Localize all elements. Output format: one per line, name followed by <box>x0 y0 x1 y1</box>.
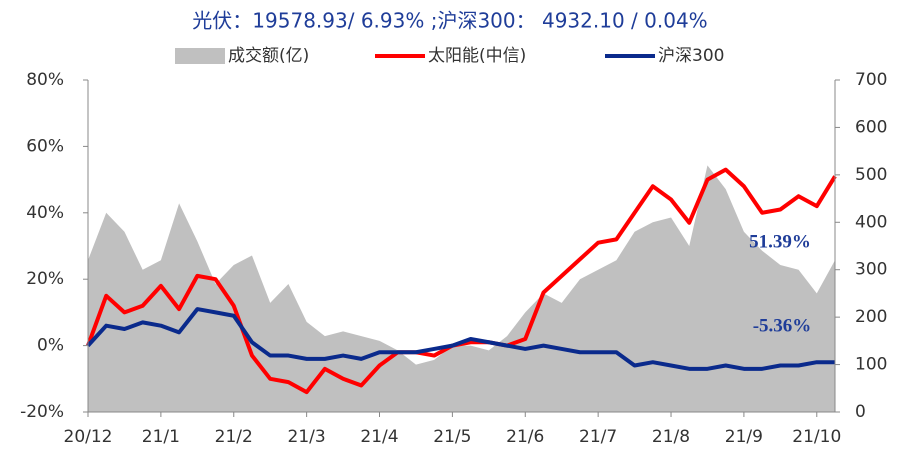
annotation: 51.39% <box>749 231 811 252</box>
y2-tick-label: 200 <box>855 307 887 327</box>
y2-tick-label: 100 <box>855 355 887 375</box>
y2-tick-label: 0 <box>855 402 866 422</box>
x-tick-label: 21/5 <box>433 427 471 447</box>
x-tick-label: 20/12 <box>64 427 113 447</box>
y-tick-label: 20% <box>26 269 64 289</box>
y2-tick-label: 600 <box>855 117 887 137</box>
annotation: -5.36% <box>753 315 812 336</box>
x-tick-label: 21/10 <box>792 427 841 447</box>
chart-title: 光伏：19578.93/ 6.93% ;沪深300： 4932.10 / 0.0… <box>192 9 707 33</box>
x-tick-label: 21/1 <box>142 427 180 447</box>
y-tick-label: 60% <box>26 136 64 156</box>
x-tick-label: 21/8 <box>652 427 690 447</box>
y2-tick-label: 500 <box>855 165 887 185</box>
x-tick-label: 21/9 <box>725 427 763 447</box>
x-tick-label: 21/2 <box>215 427 253 447</box>
y-tick-label: 80% <box>26 70 64 90</box>
legend-label: 成交额(亿) <box>228 46 309 66</box>
legend-swatch <box>175 48 225 64</box>
x-tick-label: 21/7 <box>579 427 617 447</box>
y-tick-label: 40% <box>26 203 64 223</box>
series-line <box>86 307 835 371</box>
y-tick-label: -20% <box>20 402 64 422</box>
x-tick-label: 21/4 <box>360 427 398 447</box>
y2-tick-label: 300 <box>855 260 887 280</box>
y2-tick-label: 400 <box>855 212 887 232</box>
x-tick-label: 21/6 <box>506 427 544 447</box>
x-tick-label: 21/3 <box>288 427 326 447</box>
legend-label: 太阳能(中信) <box>428 46 526 66</box>
y-tick-label: 0% <box>37 336 64 356</box>
legend-label: 沪深300 <box>658 46 724 66</box>
y2-tick-label: 700 <box>855 70 887 90</box>
volume-area <box>88 165 835 412</box>
